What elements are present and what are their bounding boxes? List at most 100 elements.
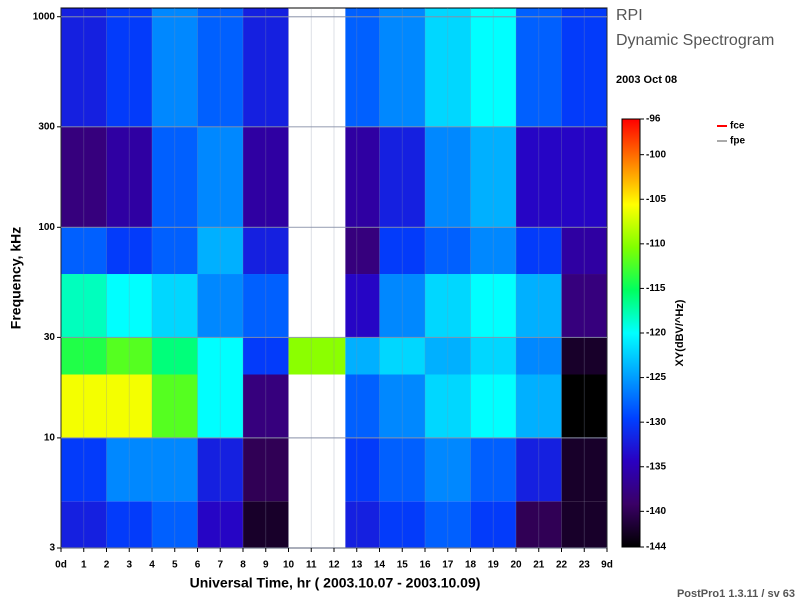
heat-cell [152, 8, 198, 127]
heat-cell [345, 227, 380, 275]
colorbar [621, 118, 641, 548]
heat-cell [61, 437, 107, 502]
heat-cell [561, 227, 607, 275]
heat-cell [197, 437, 243, 502]
heat-cell [561, 126, 607, 228]
heat-cell [61, 337, 107, 375]
x-tick-label: 7 [217, 560, 223, 571]
colorbar-tick-label: -135 [646, 461, 666, 472]
heat-cell [106, 337, 152, 375]
date-label: 2003 Oct 08 [616, 74, 677, 86]
heat-cell [106, 274, 152, 338]
x-tick-label: 5 [172, 560, 178, 571]
heat-cell [425, 374, 471, 438]
heat-cell [345, 501, 380, 548]
x-tick-label: 14 [374, 560, 386, 571]
heat-cell [197, 501, 243, 548]
heat-cell [61, 501, 107, 548]
heat-cell [470, 337, 516, 375]
heat-cell [470, 126, 516, 228]
x-tick-label: 11 [306, 560, 317, 571]
heat-cell [106, 8, 152, 127]
heat-cell [516, 227, 562, 275]
y-tick-label: 10 [44, 433, 56, 444]
heat-cell [345, 8, 380, 127]
heat-cell [516, 374, 562, 438]
heat-cell [61, 8, 107, 127]
x-tick-label: 6 [195, 560, 201, 571]
heat-cell [425, 274, 471, 338]
x-tick-label: 17 [442, 560, 454, 571]
heat-cell [197, 126, 243, 228]
heat-cell [243, 274, 289, 338]
x-tick-label: 16 [419, 560, 431, 571]
colorbar-tick-label: -140 [646, 506, 666, 517]
colorbar-tick-label: -115 [646, 283, 666, 294]
heat-cell [425, 501, 471, 548]
heat-cell [379, 337, 425, 375]
heat-cell [561, 337, 607, 375]
heat-cell [561, 8, 607, 127]
heat-cell [516, 8, 562, 127]
heat-cell [152, 126, 198, 228]
heat-cell [379, 227, 425, 275]
heat-cell [345, 337, 380, 375]
heat-cell [243, 374, 289, 438]
y-axis-title: Frequency, kHz [8, 227, 24, 329]
heat-cell [425, 227, 471, 275]
colorbar-tick-label: -125 [646, 372, 666, 383]
heat-cell [197, 8, 243, 127]
heat-cell [61, 374, 107, 438]
heat-cell [243, 8, 289, 127]
heat-cell [197, 337, 243, 375]
heat-cell [106, 374, 152, 438]
colorbar-tick-label: -100 [646, 149, 666, 160]
heat-cell [470, 501, 516, 548]
heat-cell [470, 374, 516, 438]
x-tick-label: 10 [283, 560, 295, 571]
x-tick-label: 20 [510, 560, 522, 571]
heat-cell [561, 274, 607, 338]
heat-cell [470, 274, 516, 338]
heat-cell [243, 337, 289, 375]
heat-cell [197, 227, 243, 275]
heat-cell [152, 501, 198, 548]
heat-cell [152, 374, 198, 438]
heat-cell [516, 337, 562, 375]
x-tick-label: 19 [488, 560, 500, 571]
footer: PostPro1 1.3.11 / sv 63 [677, 588, 795, 600]
heat-cell [425, 437, 471, 502]
x-tick-label: 22 [556, 560, 568, 571]
heat-cell [379, 501, 425, 548]
heat-cell [425, 337, 471, 375]
heat-cell [61, 274, 107, 338]
y-tick-label: 30 [44, 332, 56, 343]
heat-cell [243, 437, 289, 502]
heat-cell [379, 126, 425, 228]
heat-cell [470, 437, 516, 502]
heat-cell [152, 337, 198, 375]
heat-cell [425, 126, 471, 228]
heat-cell [106, 501, 152, 548]
heat-cell [345, 274, 380, 338]
heat-cell [379, 374, 425, 438]
heat-cell [197, 274, 243, 338]
x-tick-label: 4 [149, 560, 155, 571]
heat-cell [516, 501, 562, 548]
heat-cell [345, 437, 380, 502]
heat-cell [516, 437, 562, 502]
y-tick-label: 300 [38, 121, 55, 132]
heat-cell [152, 227, 198, 275]
heat-cell [470, 8, 516, 127]
x-axis-title: Universal Time, hr ( 2003.10.07 - 2003.1… [190, 575, 481, 591]
x-tick-label: 21 [533, 560, 545, 571]
x-tick-label: 3 [126, 560, 132, 571]
heat-cell [243, 126, 289, 228]
heat-cell [516, 274, 562, 338]
heat-cell [197, 374, 243, 438]
heat-cell [379, 437, 425, 502]
colorbar-tick-label: -105 [646, 194, 666, 205]
x-tick-label: 12 [328, 560, 340, 571]
